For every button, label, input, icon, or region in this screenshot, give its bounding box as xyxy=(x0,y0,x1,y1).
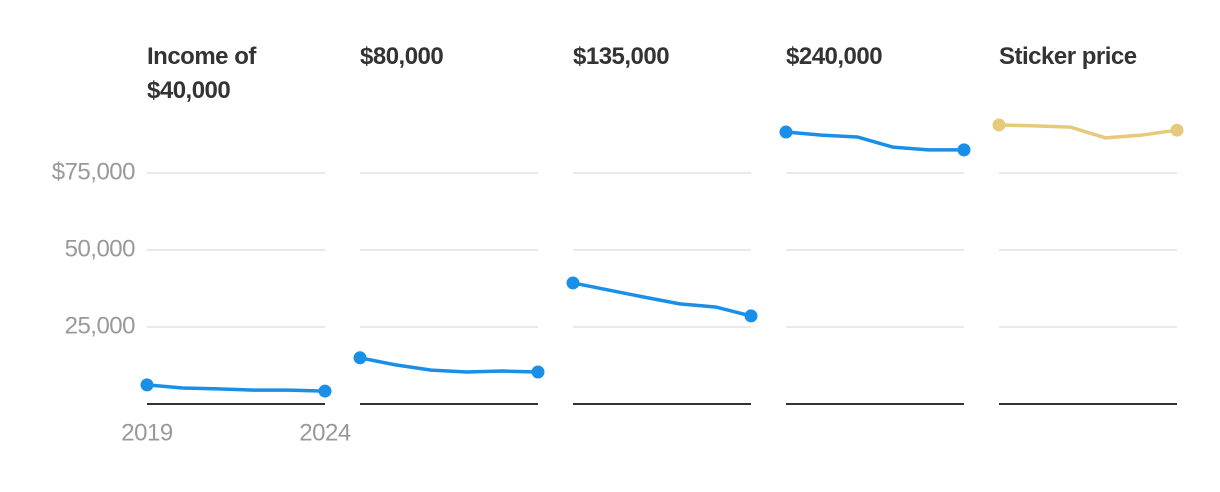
end-dot xyxy=(1170,123,1184,137)
end-dot xyxy=(318,384,332,398)
end-dot xyxy=(992,118,1006,132)
line xyxy=(146,383,326,393)
y-tick-label: 25,000 xyxy=(65,312,136,339)
panel-title: Income of $40,000 xyxy=(147,43,256,104)
line xyxy=(785,130,964,152)
end-dot xyxy=(779,125,793,139)
panel-title: Sticker price xyxy=(999,43,1137,70)
x-tick-label: 2024 xyxy=(299,419,351,446)
panel-title: $135,000 xyxy=(573,43,670,70)
end-dot xyxy=(957,143,971,157)
panel-title: $240,000 xyxy=(786,43,883,70)
end-dot xyxy=(531,365,545,379)
x-tick-label: 2019 xyxy=(121,419,173,446)
panel-title: $80,000 xyxy=(360,43,444,70)
line xyxy=(572,281,752,318)
end-dot xyxy=(744,309,758,323)
end-dot xyxy=(140,378,154,392)
y-tick-label: 50,000 xyxy=(65,235,136,262)
end-dot xyxy=(566,276,580,290)
line xyxy=(998,123,1178,140)
y-tick-label: $75,000 xyxy=(52,158,135,185)
line xyxy=(359,356,539,374)
end-dot xyxy=(353,351,367,365)
